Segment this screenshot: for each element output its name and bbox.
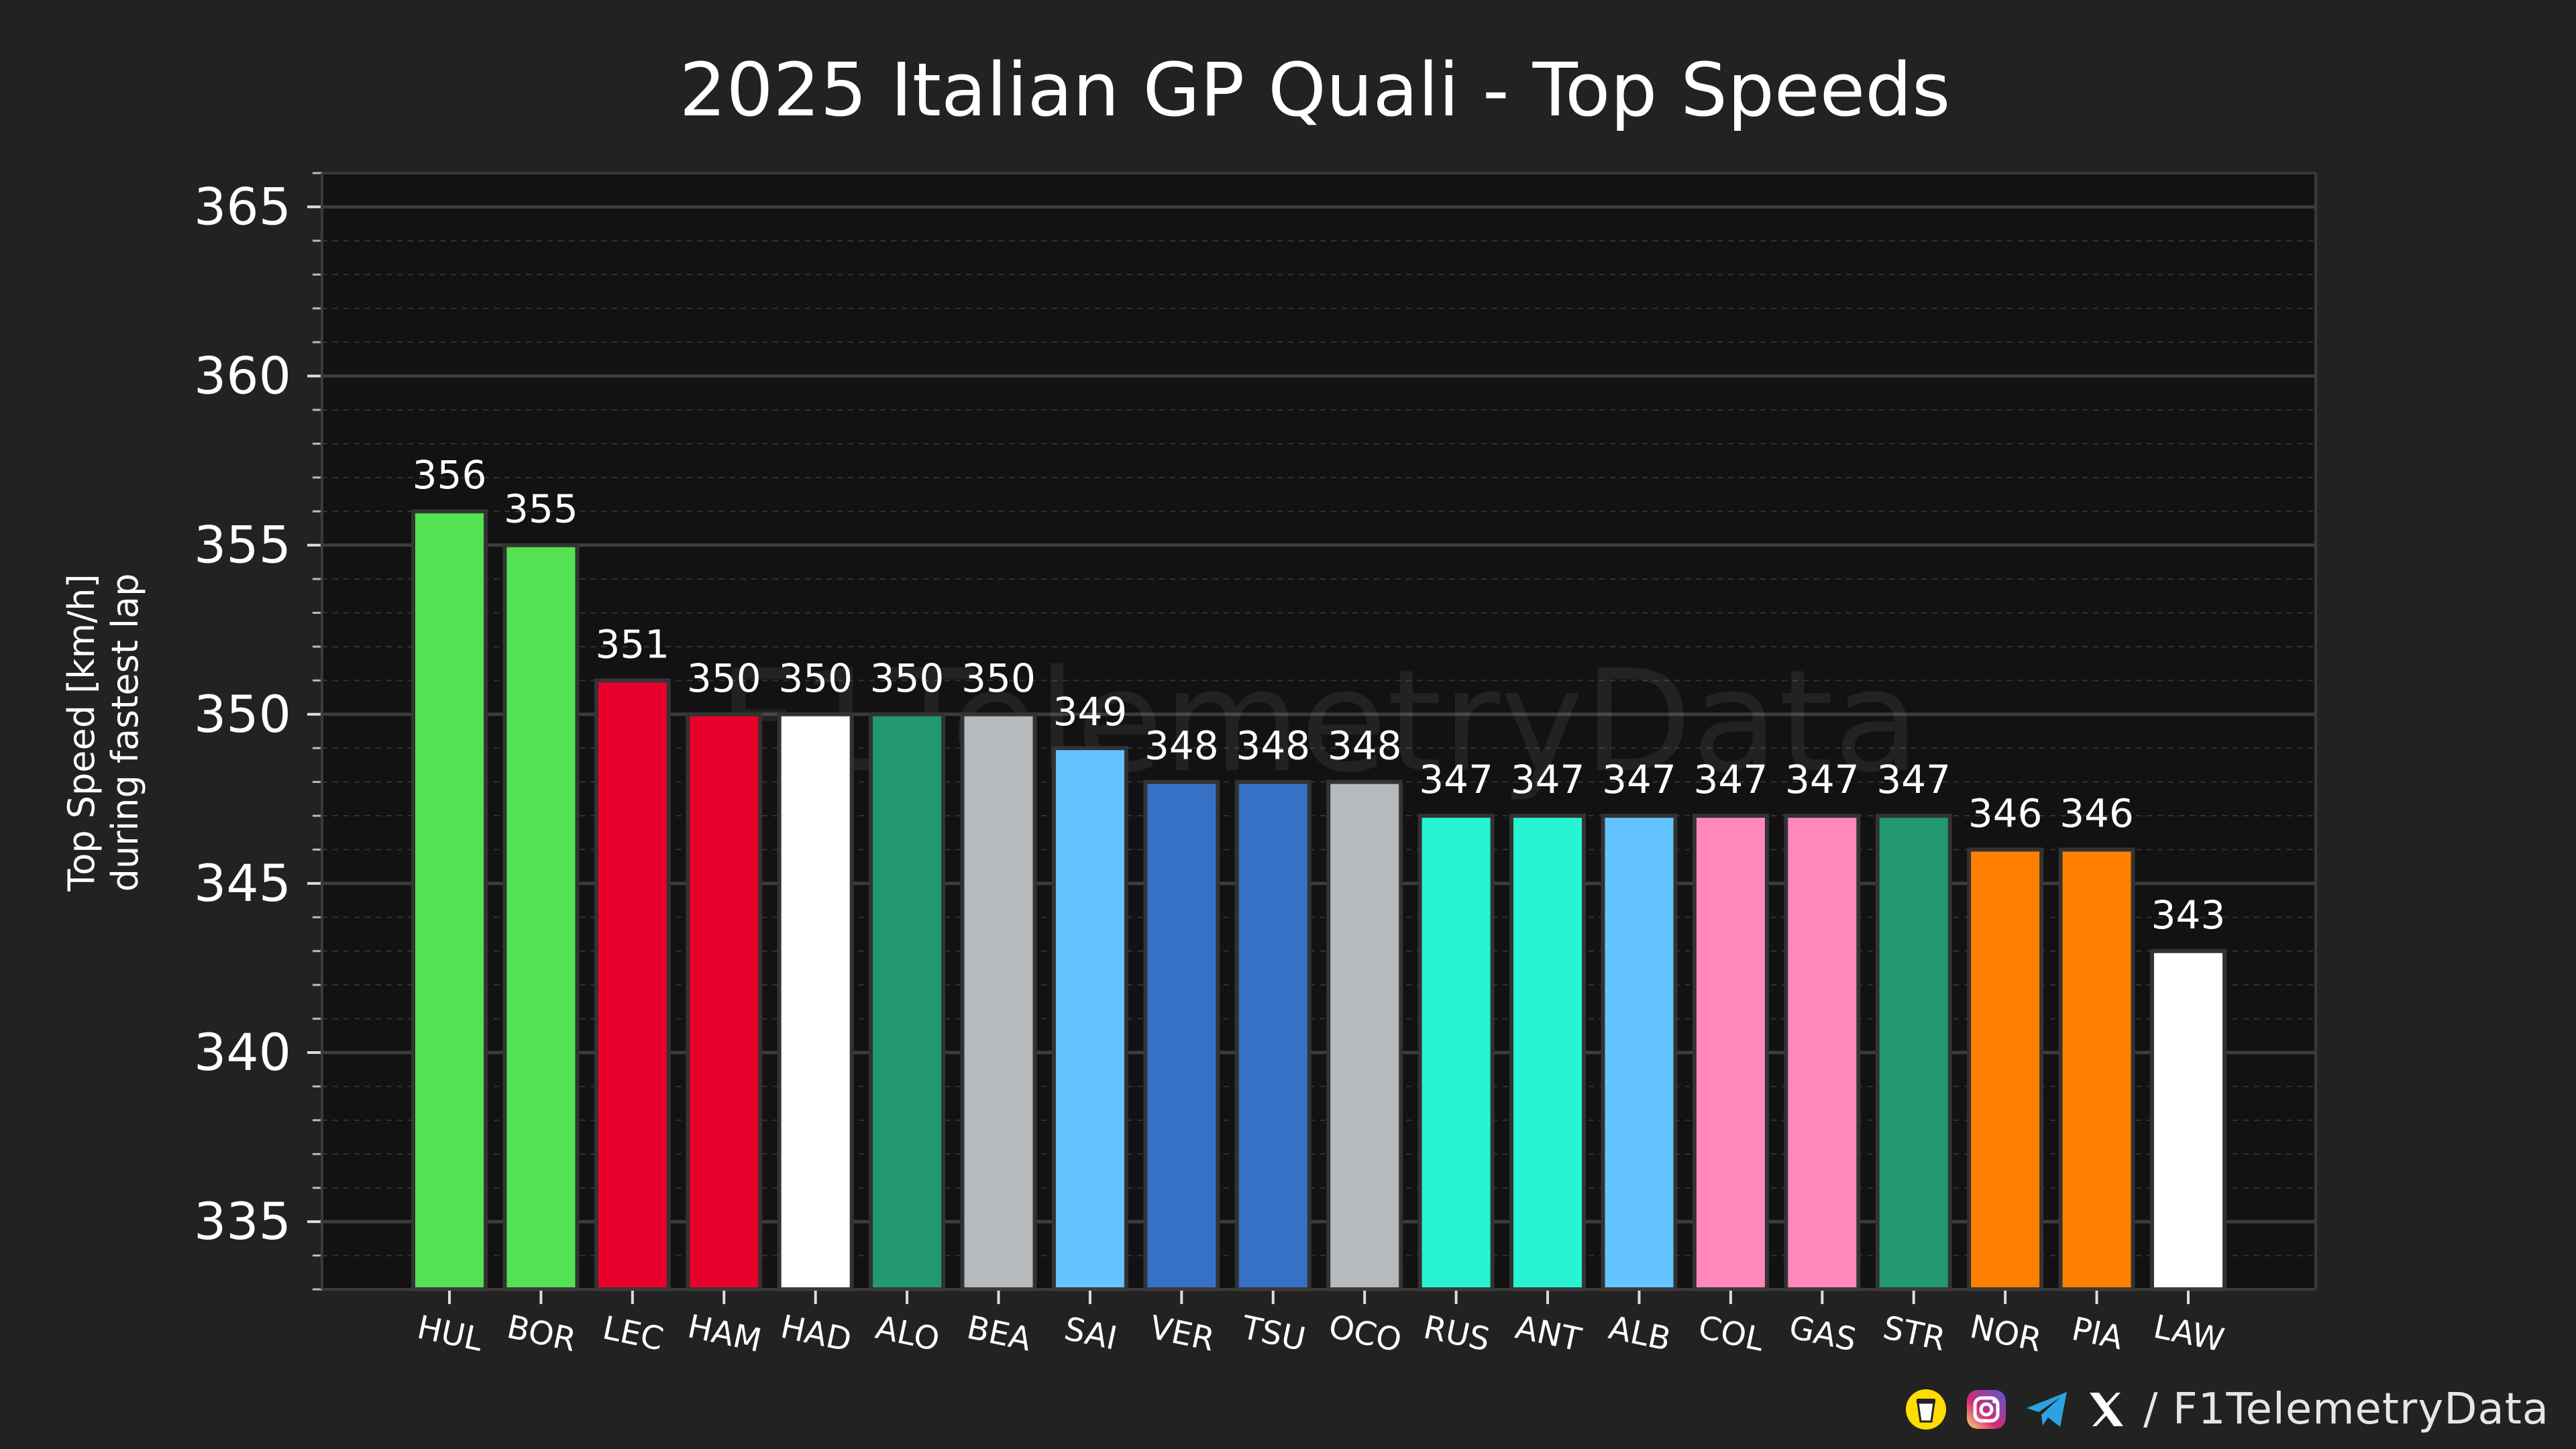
coffee-cup-icon[interactable]: [1904, 1388, 1947, 1431]
y-axis-label-line2: during fastest lap: [104, 574, 146, 892]
bar: [686, 712, 763, 1291]
bar: [1509, 814, 1587, 1291]
bar-value-label: 351: [595, 621, 669, 667]
y-tick-label: 365: [194, 176, 291, 236]
bar: [1784, 814, 1861, 1291]
bar-value-label: 350: [961, 655, 1036, 701]
bar: [502, 543, 580, 1292]
bar: [1692, 814, 1769, 1291]
x-tick-label: HAM: [684, 1307, 765, 1360]
x-tick-label: HUL: [414, 1309, 486, 1359]
x-tick-label: ANT: [1512, 1309, 1585, 1359]
bar-value-label: 350: [687, 655, 761, 701]
bar: [411, 509, 488, 1291]
bar-value-label: 350: [870, 655, 945, 701]
y-axis-label-line1: Top Speed [km/h]: [60, 574, 103, 892]
footer-handle[interactable]: / F1TelemetryData: [2143, 1385, 2549, 1434]
bar: [1326, 780, 1403, 1291]
bar-value-label: 347: [1419, 757, 1493, 802]
chart-title: 2025 Italian GP Quali - Top Speeds: [680, 47, 1951, 133]
x-tick-label: COL: [1695, 1309, 1768, 1359]
bar: [1601, 814, 1678, 1291]
bar: [777, 712, 854, 1291]
x-tick-label: BEA: [964, 1309, 1035, 1359]
x-tick-label: BOR: [504, 1308, 580, 1359]
x-tick-label: OCO: [1326, 1307, 1405, 1359]
bar: [2150, 949, 2226, 1291]
x-tick-label: VER: [1146, 1309, 1218, 1359]
bar: [1875, 814, 1952, 1291]
bar-value-label: 347: [1785, 757, 1860, 802]
x-tick-label: HAD: [777, 1308, 855, 1360]
bar-value-label: 346: [2059, 790, 2134, 836]
x-tick-label: TSU: [1238, 1309, 1308, 1359]
y-tick-label: 350: [194, 684, 291, 744]
x-tick-label: ALO: [872, 1309, 943, 1359]
bar-value-label: 343: [2151, 892, 2226, 938]
bar: [1967, 847, 2044, 1291]
bar: [1234, 780, 1311, 1291]
y-tick-label: 345: [194, 853, 291, 913]
bar-value-label: 348: [1236, 723, 1310, 769]
x-tick-label: LEC: [600, 1309, 667, 1358]
footer: / F1TelemetryData: [1904, 1385, 2549, 1434]
bar: [960, 712, 1037, 1291]
bar: [594, 678, 671, 1291]
x-logo-icon[interactable]: [2087, 1390, 2126, 1429]
bar-value-label: 347: [1602, 757, 1676, 802]
bar: [1143, 780, 1220, 1291]
x-tick-label: STR: [1880, 1309, 1949, 1358]
bar-value-label: 347: [1876, 757, 1951, 802]
bar-value-label: 346: [1968, 790, 2043, 836]
bar-value-label: 349: [1053, 689, 1128, 735]
bar: [2058, 847, 2135, 1291]
x-tick-label: SAI: [1061, 1310, 1120, 1358]
x-tick-label: NOR: [1967, 1308, 2045, 1360]
y-tick-label: 355: [194, 515, 291, 575]
y-tick-label: 360: [194, 346, 291, 406]
x-tick-label: GAS: [1786, 1308, 1860, 1359]
bar: [869, 712, 946, 1291]
x-tick-label: RUS: [1420, 1308, 1493, 1358]
telegram-icon[interactable]: [2025, 1389, 2070, 1430]
x-tick-label: LAW: [2150, 1308, 2227, 1360]
y-tick-label: 335: [194, 1191, 291, 1251]
bar: [1417, 814, 1495, 1291]
bar-value-label: 347: [1694, 757, 1768, 802]
instagram-icon[interactable]: [1965, 1388, 2008, 1431]
bar: [1051, 746, 1128, 1292]
bar-value-label: 356: [413, 452, 487, 498]
bar-value-label: 348: [1144, 723, 1219, 769]
x-tick-label: PIA: [2068, 1310, 2126, 1358]
bar-value-label: 347: [1511, 757, 1585, 802]
bar-value-label: 350: [778, 655, 853, 701]
bar-value-label: 355: [504, 486, 578, 532]
plot-area: 335340345350355360365F1TelemetryData356H…: [194, 172, 2317, 1360]
y-tick-label: 340: [194, 1022, 291, 1082]
x-tick-label: ALB: [1605, 1309, 1674, 1358]
bar-value-label: 348: [1328, 723, 1402, 769]
